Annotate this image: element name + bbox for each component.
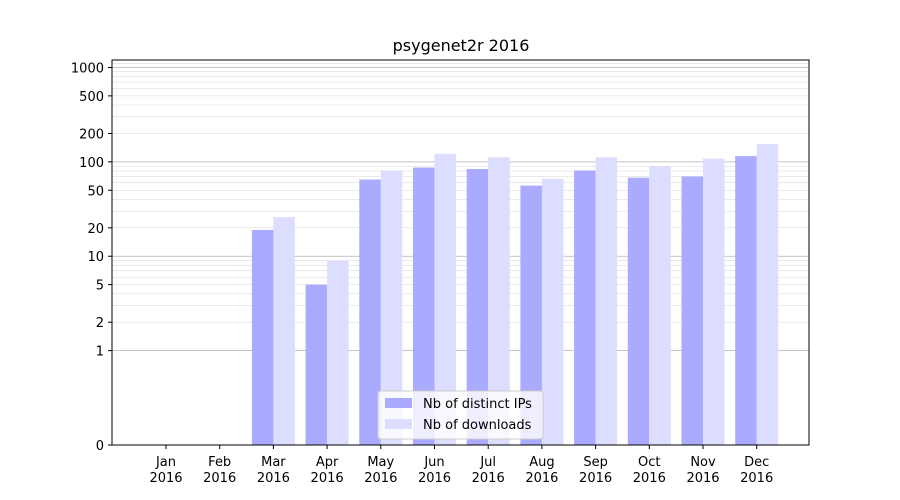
- y-tick-label: 1: [96, 345, 104, 360]
- x-tick-label-month: Dec: [744, 455, 769, 470]
- x-tick-label-month: Apr: [316, 455, 339, 470]
- y-tick-label: 5: [96, 279, 104, 294]
- x-tick-label-month: Feb: [208, 455, 231, 470]
- y-tick-label: 50: [87, 184, 104, 199]
- x-tick-label-month: Nov: [690, 455, 716, 470]
- bar-ips: [520, 185, 542, 445]
- bar-downloads: [434, 153, 456, 445]
- chart-title: psygenet2r 2016: [393, 36, 530, 55]
- legend-swatch-downloads: [385, 419, 412, 429]
- legend-frame: [377, 390, 544, 440]
- x-tick-label-year: 2016: [149, 471, 182, 486]
- x-tick-label-year: 2016: [418, 471, 451, 486]
- legend-swatch-ips: [385, 398, 412, 408]
- bar-ips: [627, 177, 650, 446]
- y-tick-label: 1000: [71, 61, 104, 76]
- x-tick-label-month: Mar: [261, 455, 286, 470]
- legend: Nb of distinct IPs Nb of downloads: [377, 390, 544, 440]
- y-tick-label: 2: [96, 316, 104, 331]
- bar-downloads: [649, 166, 671, 446]
- bar-ips: [574, 170, 596, 445]
- x-axis: Jan2016Feb2016Mar2016Apr2016May2016Jun20…: [149, 445, 773, 486]
- bar-ips: [466, 169, 489, 445]
- plot-frame: [111, 59, 810, 446]
- bar-ips: [681, 176, 703, 445]
- y-tick-label: 10: [87, 250, 104, 265]
- x-tick-label-month: Jan: [155, 455, 176, 470]
- x-tick-label-year: 2016: [257, 471, 290, 486]
- bars: [251, 144, 779, 446]
- y-tick-label: 0: [96, 439, 104, 454]
- x-tick-label-year: 2016: [686, 471, 719, 486]
- bar-downloads: [327, 260, 349, 445]
- bar-downloads: [756, 144, 779, 445]
- bar-ips: [251, 229, 274, 445]
- x-tick-label-year: 2016: [525, 471, 558, 486]
- x-tick-label-month: Aug: [529, 455, 554, 470]
- x-tick-label-month: May: [367, 455, 394, 470]
- y-axis: 0 1 2 5 10 20 50 100 200 500 1000: [71, 61, 112, 454]
- y-tick-label: 200: [79, 127, 104, 142]
- bar-downloads: [273, 217, 295, 445]
- y-tick-label: 20: [87, 222, 104, 237]
- x-tick-label-month: Jul: [479, 455, 496, 470]
- x-tick-label-year: 2016: [311, 471, 344, 486]
- bar-downloads: [488, 157, 510, 446]
- x-tick-label-year: 2016: [740, 471, 773, 486]
- x-tick-label-month: Jun: [423, 455, 444, 470]
- y-tick-label: 500: [79, 90, 104, 105]
- bar-ips: [305, 284, 328, 445]
- y-tick-label: 100: [79, 156, 104, 171]
- bar-ips: [359, 179, 381, 445]
- x-tick-label-year: 2016: [203, 471, 236, 486]
- bar-ips: [735, 156, 757, 446]
- bar-downloads: [541, 178, 564, 445]
- bar-downloads: [703, 158, 725, 445]
- bar-downloads: [595, 157, 618, 446]
- x-tick-label-year: 2016: [633, 471, 666, 486]
- x-tick-label-year: 2016: [364, 471, 397, 486]
- x-tick-label-year: 2016: [472, 471, 505, 486]
- legend-label-ips: Nb of distinct IPs: [423, 397, 532, 412]
- x-tick-label-month: Oct: [638, 455, 660, 470]
- bar-downloads: [380, 170, 403, 445]
- legend-label-downloads: Nb of downloads: [423, 418, 532, 433]
- x-tick-label-year: 2016: [579, 471, 612, 486]
- bar-ips: [413, 167, 435, 445]
- x-tick-label-month: Sep: [583, 455, 608, 470]
